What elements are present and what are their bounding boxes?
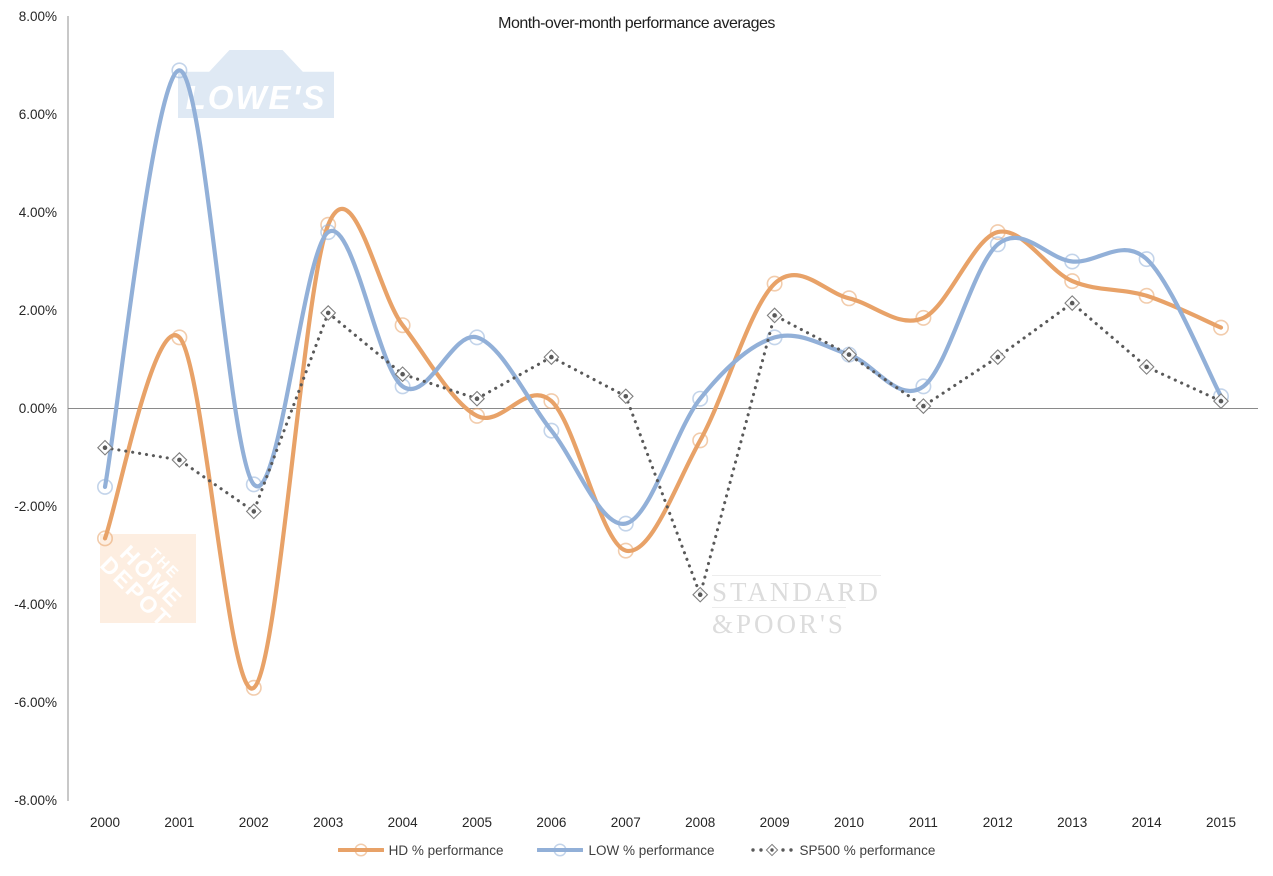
hd-marker	[97, 530, 114, 547]
hd-marker	[989, 224, 1006, 241]
sp500-marker-dot	[102, 445, 108, 451]
sp500-marker-dot	[549, 354, 554, 360]
y-tick-label: -6.00%	[14, 695, 57, 710]
legend-label-sp500: SP500 % performance	[799, 842, 936, 858]
x-tick-label: 2014	[1132, 815, 1163, 830]
y-tick-label: 8.00%	[19, 9, 57, 24]
y-axis-labels: 8.00% 6.00% 4.00% 2.00% 0.00% -2.00% -4.00% -6.…	[14, 9, 57, 808]
x-tick-label: 2012	[983, 815, 1013, 830]
chart-title: Month-over-month performance averages	[498, 15, 775, 32]
sp500-marker-dot	[995, 354, 1001, 360]
hd-marker	[1138, 287, 1155, 304]
sp500-marker-dot	[1069, 300, 1075, 306]
y-tick-label: -2.00%	[14, 499, 57, 514]
y-tick-label: -8.00%	[14, 793, 57, 808]
home-depot-logo-watermark: THE HOME DEPOT	[100, 534, 196, 623]
hd-marker	[543, 393, 560, 410]
x-tick-label: 2013	[1057, 815, 1087, 830]
x-tick-label: 2005	[462, 815, 492, 830]
sp500-marker-dot	[325, 310, 331, 316]
standard-poors-logo-watermark: STANDARD &POOR'S	[712, 575, 881, 639]
low-marker	[915, 378, 932, 395]
x-tick-label: 2010	[834, 815, 864, 830]
series-hd	[97, 206, 1230, 696]
hd-marker	[394, 317, 411, 334]
sp500-marker-dot	[400, 371, 405, 377]
low-marker	[692, 390, 709, 407]
y-tick-label: 4.00%	[19, 205, 57, 220]
sp500-marker-dot	[1144, 364, 1149, 370]
lowes-logo-text: LOWE'S	[185, 78, 327, 116]
low-marker	[171, 62, 188, 79]
low-marker	[1138, 251, 1155, 268]
legend-item-hd: HD % performance	[337, 842, 504, 858]
low-marker	[766, 329, 783, 346]
sp500-line	[103, 301, 1223, 600]
low-marker	[1064, 253, 1081, 270]
low-marker	[245, 476, 262, 493]
series-low	[97, 62, 1230, 532]
sp500-marker-dot	[697, 592, 703, 597]
legend-label-low: LOW % performance	[588, 842, 715, 858]
legend-swatch-hd-icon	[337, 843, 384, 857]
sp500-marker-dot	[846, 352, 852, 357]
low-marker	[468, 329, 485, 346]
y-tick-label: 6.00%	[19, 107, 57, 122]
hd-marker	[1213, 319, 1230, 336]
sp-logo-line2: &POOR'S	[712, 607, 846, 640]
x-tick-label: 2001	[164, 815, 194, 830]
hd-marker	[171, 329, 188, 346]
sp500-marker-dot	[177, 457, 182, 463]
low-line	[102, 68, 1224, 526]
hd-marker	[245, 679, 262, 696]
sp-logo-line1: STANDARD	[712, 575, 881, 607]
sp500-marker-dot	[251, 509, 257, 514]
hd-marker	[766, 275, 783, 292]
hd-marker	[468, 407, 485, 424]
sp500-marker-dot	[772, 313, 777, 318]
low-marker	[543, 422, 560, 439]
x-tick-label: 2008	[685, 815, 715, 830]
legend-swatch-low-icon	[537, 843, 584, 857]
hd-marker	[692, 432, 709, 449]
legend-item-low: LOW % performance	[537, 842, 715, 858]
x-tick-label: 2007	[611, 815, 641, 830]
chart-legend: HD % performance LOW % performance SP500 %…	[0, 842, 1273, 858]
legend-label-hd: HD % performance	[388, 842, 504, 858]
low-marker	[97, 478, 114, 495]
x-tick-label: 2006	[536, 815, 566, 830]
series-sp500	[97, 295, 1229, 603]
sp500-marker-dot	[1218, 398, 1224, 404]
sp500-marker-dot	[474, 396, 480, 402]
x-tick-label: 2015	[1206, 815, 1236, 830]
y-tick-label: -4.00%	[14, 597, 57, 612]
hd-marker	[1064, 273, 1081, 290]
hd-marker	[617, 542, 634, 559]
legend-swatch-sp500-icon	[750, 843, 793, 857]
x-axis-labels: 2000 2001 2002 2003 2004 2005 2006 2007 2008 2009…	[90, 815, 1236, 830]
y-tick-label: 0.00%	[19, 401, 57, 416]
x-tick-label: 2009	[760, 815, 790, 830]
hd-line	[102, 206, 1224, 691]
low-marker	[989, 236, 1006, 253]
x-tick-label: 2000	[90, 815, 120, 830]
low-marker	[617, 515, 634, 532]
legend-item-sp500: SP500 % performance	[749, 842, 936, 858]
x-tick-label: 2011	[909, 815, 938, 830]
x-tick-label: 2003	[313, 815, 343, 830]
hd-marker	[840, 290, 857, 307]
x-tick-label: 2004	[388, 815, 419, 830]
hd-marker	[915, 309, 932, 326]
y-tick-label: 2.00%	[19, 303, 57, 318]
sp500-marker-dot	[623, 394, 629, 399]
x-tick-label: 2002	[239, 815, 269, 830]
low-marker	[320, 224, 337, 241]
sp500-marker-dot	[921, 403, 926, 409]
